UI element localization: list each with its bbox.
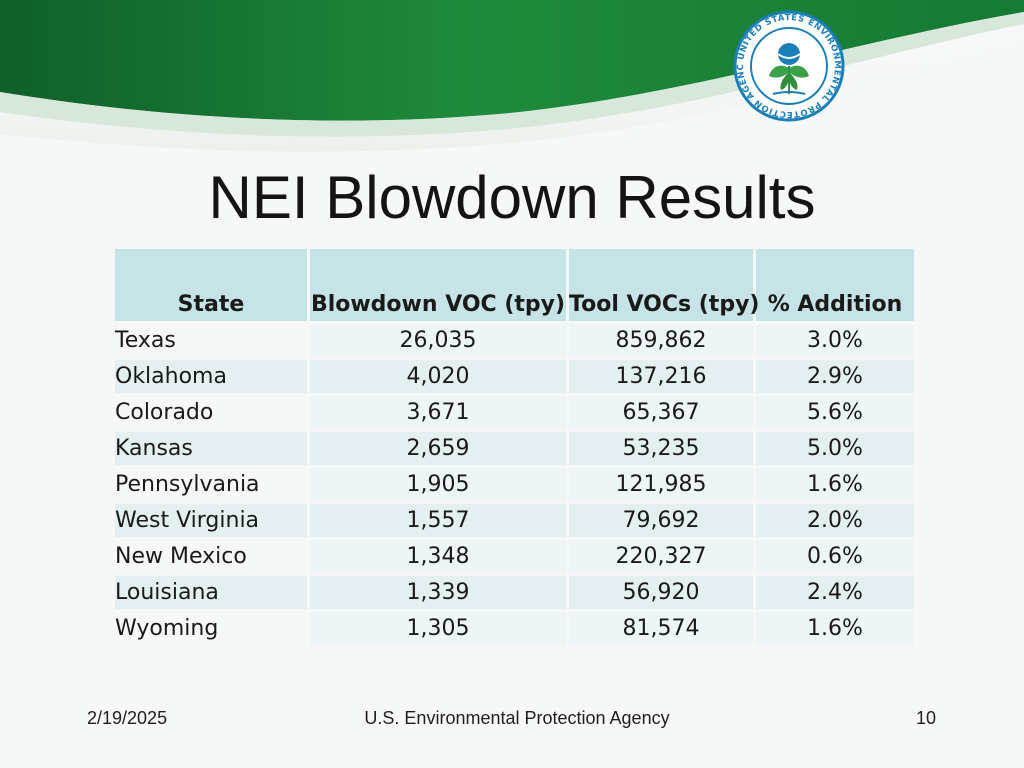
state-cell: Pennsylvania	[115, 472, 260, 497]
percent-addition-cell: 0.6%	[756, 540, 914, 573]
blowdown-voc-cell: 1,339	[310, 576, 566, 609]
percent-addition-cell: 2.0%	[756, 504, 914, 537]
tool-vocs-cell: 121,985	[569, 468, 753, 501]
blowdown-voc-cell: 1,557	[310, 504, 566, 537]
results-table: State Blowdown VOC (tpy) Tool VOCs (tpy)…	[112, 246, 917, 648]
tool-vocs-cell: 56,920	[569, 576, 753, 609]
blowdown-voc-cell: 26,035	[310, 324, 566, 357]
state-cell: Louisiana	[115, 576, 307, 609]
slide-title: NEI Blowdown Results	[208, 164, 816, 231]
percent-addition-cell: 5.6%	[756, 396, 914, 429]
column-header-blowdown-voc: Blowdown VOC (tpy)	[310, 249, 566, 321]
blowdown-voc-cell: 2,659	[310, 432, 566, 465]
blowdown-voc-cell: 1,348	[310, 540, 566, 573]
blowdown-voc-cell: 1,305	[310, 612, 566, 645]
state-cell: Oklahoma	[115, 360, 307, 393]
table-row: Wyoming 1,305 81,574 1.6%	[115, 612, 914, 645]
table-row: Kansas 2,659 53,235 5.0%	[115, 432, 914, 465]
tool-vocs-cell: 65,367	[569, 396, 753, 429]
state-cell: West Virginia	[115, 504, 307, 537]
state-cell: Colorado	[115, 400, 214, 425]
tool-vocs-cell: 137,216	[569, 360, 753, 393]
table-row: Colorado 3,671 65,367 5.6%	[115, 396, 914, 429]
blowdown-voc-cell: 1,905	[310, 468, 566, 501]
footer-date: 2/19/2025	[87, 708, 168, 728]
header-banner	[0, 0, 1024, 160]
column-header-state: State	[115, 249, 307, 321]
blowdown-voc-cell: 3,671	[310, 396, 566, 429]
table-row: Texas 26,035 859,862 3.0%	[115, 324, 914, 357]
column-header-percent-addition: % Addition	[756, 249, 914, 321]
percent-addition-cell: 2.4%	[756, 576, 914, 609]
footer-agency: U.S. Environmental Protection Agency	[364, 708, 670, 728]
table-row: Pennsylvania 1,905 121,985 1.6%	[115, 468, 914, 501]
state-cell: New Mexico	[115, 544, 247, 569]
table-row: West Virginia 1,557 79,692 2.0%	[115, 504, 914, 537]
percent-addition-cell: 1.6%	[756, 468, 914, 501]
percent-addition-cell: 5.0%	[756, 432, 914, 465]
percent-addition-cell: 3.0%	[756, 324, 914, 357]
column-header-tool-vocs: Tool VOCs (tpy)	[569, 249, 759, 321]
state-cell: Texas	[115, 328, 176, 353]
page-number: 10	[916, 708, 937, 728]
tool-vocs-cell: 859,862	[569, 324, 753, 357]
percent-addition-cell: 2.9%	[756, 360, 914, 393]
tool-vocs-cell: 220,327	[569, 540, 753, 573]
percent-addition-cell: 1.6%	[756, 612, 914, 645]
blowdown-voc-cell: 4,020	[310, 360, 566, 393]
state-cell: Wyoming	[115, 616, 219, 641]
tool-vocs-cell: 81,574	[569, 612, 753, 645]
tool-vocs-cell: 79,692	[569, 504, 753, 537]
table-row: Louisiana 1,339 56,920 2.4%	[115, 576, 914, 609]
tool-vocs-cell: 53,235	[569, 432, 753, 465]
table-row: New Mexico 1,348 220,327 0.6%	[115, 540, 914, 573]
state-cell: Kansas	[115, 432, 307, 465]
table-header-row: State Blowdown VOC (tpy) Tool VOCs (tpy)…	[115, 249, 914, 321]
table-row: Oklahoma 4,020 137,216 2.9%	[115, 360, 914, 393]
epa-seal-logo: UNITED STATES ENVIRONMENTAL PROTECTION A…	[729, 3, 845, 122]
banner-swoosh	[0, 0, 1024, 160]
